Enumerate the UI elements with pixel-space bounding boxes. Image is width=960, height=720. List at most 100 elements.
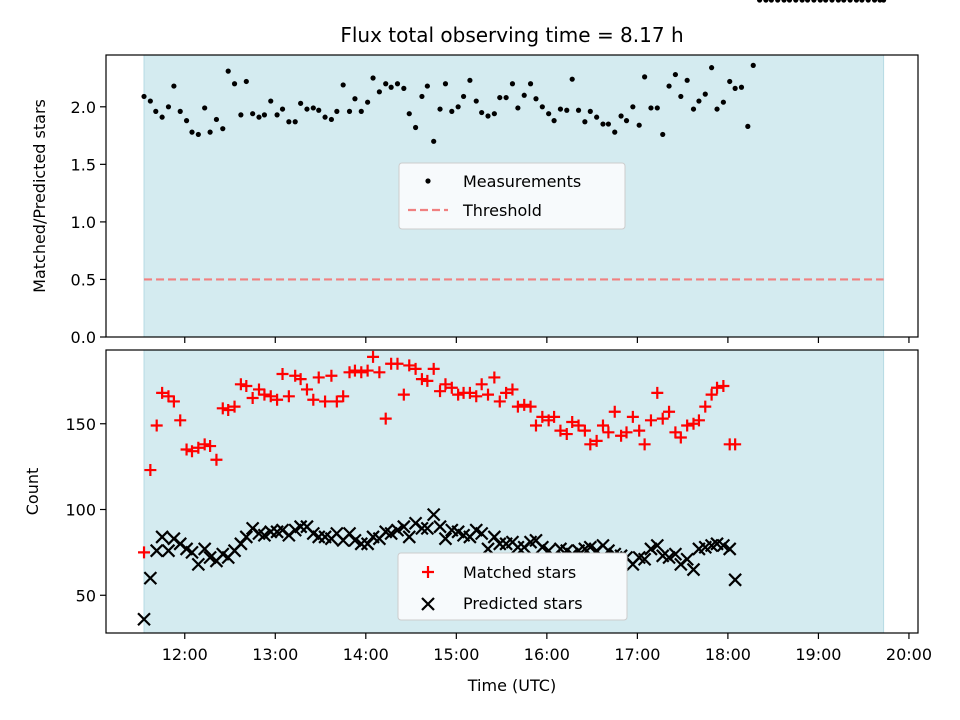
matched-star-point: [692, 414, 705, 427]
measurement-point: [328, 116, 335, 123]
matched-star-point: [475, 378, 488, 391]
measurement-point: [793, 0, 799, 3]
measurement-point: [756, 0, 763, 3]
matched-star-point: [228, 400, 241, 413]
matched-star-point: [403, 359, 416, 372]
matched-star-point: [150, 419, 163, 432]
matched-star-point: [330, 395, 343, 408]
matched-star-point: [681, 419, 694, 432]
matched-stars-legend-marker: [422, 566, 434, 578]
predicted-star-point: [311, 530, 326, 544]
measurement-point: [709, 65, 715, 71]
predicted-star-point: [680, 552, 694, 567]
matched-star-point: [452, 388, 465, 401]
x-tick-label: 15:00: [433, 645, 479, 664]
counts-legend-box: [397, 552, 628, 621]
predicted-star-point: [728, 573, 742, 587]
matched-star-point: [210, 453, 223, 466]
measurement-point: [672, 71, 678, 78]
matched-star-point: [361, 364, 374, 377]
predicted-star-point: [438, 531, 453, 546]
y-tick-label: 1.0: [71, 213, 96, 232]
measurement-point: [690, 106, 697, 112]
measurement-point: [696, 98, 702, 104]
measurement-point: [618, 113, 624, 119]
measurement-point: [497, 94, 503, 101]
counts-y-axis: 50 100 150: [65, 415, 106, 605]
predicted-star-point: [650, 538, 665, 553]
measurement-point: [859, 0, 865, 3]
measurement-point: [442, 81, 449, 87]
measurement-point: [231, 81, 238, 87]
matched-star-point: [258, 388, 271, 401]
ratio-y-axis-label: Matched/Predicted stars: [30, 99, 49, 293]
matched-star-point: [409, 362, 422, 375]
measurement-point: [811, 0, 817, 3]
matched-star-point: [626, 410, 639, 423]
predicted-star-point: [137, 612, 151, 627]
matched-star-point: [379, 412, 392, 425]
measurement-point: [829, 0, 835, 3]
measurement-point: [865, 0, 871, 3]
measurement-point: [183, 118, 190, 124]
measurement-point: [491, 111, 497, 117]
matched-star-point: [578, 424, 591, 437]
matched-star-point: [307, 393, 320, 406]
measurement-point: [274, 112, 280, 118]
matched-stars-legend-label: Matched stars: [463, 563, 576, 582]
matched-star-point: [252, 383, 265, 396]
matched-star-point: [319, 395, 332, 408]
measurement-point: [623, 118, 630, 124]
predicted-star-point: [397, 519, 411, 534]
matched-star-point: [445, 381, 458, 394]
measurement-point: [147, 98, 153, 104]
predicted-star-point: [155, 530, 169, 544]
matched-star-point: [608, 405, 621, 418]
measurement-point: [479, 109, 485, 116]
measurement-point: [684, 77, 690, 83]
measurement-point: [286, 119, 292, 125]
measurement-point: [473, 98, 479, 104]
measurement-point: [714, 106, 720, 112]
measurement-point: [279, 106, 286, 112]
measurement-point: [292, 119, 298, 125]
matched-star-point: [644, 414, 657, 427]
counts-legend: Matched stars Predicted stars: [397, 552, 628, 621]
measurement-point: [225, 68, 231, 74]
matched-star-point: [566, 416, 579, 429]
measurement-point: [594, 114, 600, 120]
matched-star-point: [348, 364, 361, 377]
measurement-point: [485, 113, 491, 119]
y-tick-label: 2.0: [71, 98, 96, 117]
matched-star-point: [488, 371, 501, 384]
x-axis-label: Time (UTC): [467, 676, 556, 695]
measurement-point: [738, 84, 745, 90]
predicted-star-point: [390, 523, 405, 537]
measurement-point: [654, 105, 660, 111]
matched-star-point: [180, 443, 193, 456]
measurement-point: [376, 89, 382, 95]
matched-star-point: [529, 419, 542, 432]
matched-star-point: [162, 390, 175, 403]
predicted-star-point: [354, 537, 369, 551]
measurement-point: [455, 104, 461, 110]
matched-star-point: [204, 440, 217, 453]
predicted-star-point: [149, 543, 164, 558]
matched-star-point: [367, 350, 380, 363]
measurement-point: [666, 83, 672, 89]
ratio-legend-box: [398, 162, 626, 230]
matched-star-point: [493, 395, 506, 408]
matched-star-point: [524, 400, 537, 413]
chart-title: Flux total observing time = 8.17 h: [340, 23, 683, 47]
measurement-point: [551, 118, 557, 124]
measurement-point: [546, 111, 552, 117]
x-tick-label: 13:00: [252, 645, 298, 664]
matched-star-point: [421, 374, 434, 387]
measurement-point: [220, 126, 226, 132]
measurement-point: [177, 108, 183, 114]
counts-axes-frame: [105, 349, 919, 634]
measurement-point: [383, 81, 389, 87]
measurement-point: [642, 74, 648, 80]
predicted-star-point: [686, 562, 701, 577]
